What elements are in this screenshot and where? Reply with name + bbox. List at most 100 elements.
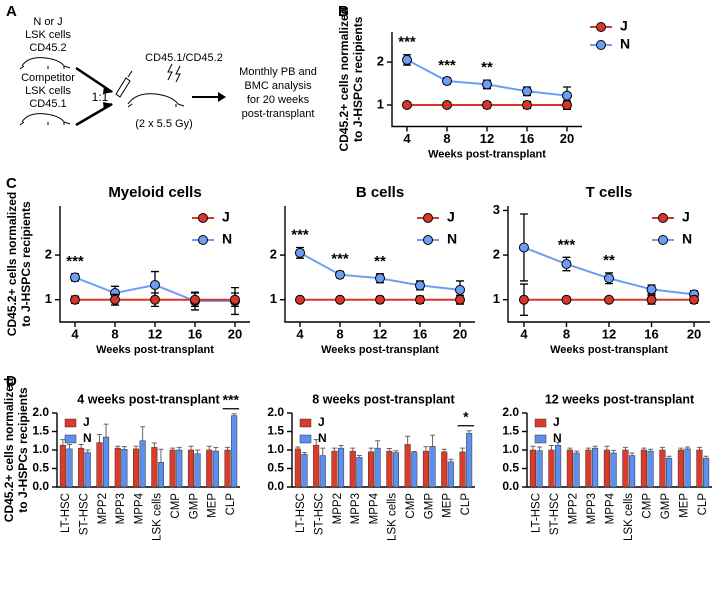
chart: 0.0 0.5 1.0 1.5 2.0 4 weeks post-transplant CD… xyxy=(2,378,240,541)
bar xyxy=(429,446,436,488)
bar xyxy=(411,452,418,488)
analysis-text: Monthly PB and xyxy=(239,66,317,78)
x-tick-label: MPP2 xyxy=(332,493,344,524)
point xyxy=(415,280,425,291)
legend-marker xyxy=(423,213,433,223)
bar xyxy=(441,451,448,488)
error-bar xyxy=(231,413,237,416)
bar xyxy=(422,450,429,488)
error-bar xyxy=(555,441,561,446)
error-bar xyxy=(170,447,176,450)
x-tick-label: LT-HSC xyxy=(295,493,307,533)
point xyxy=(150,294,160,305)
chart-title: 4 weeks post-transplant xyxy=(77,392,220,406)
point xyxy=(70,272,80,283)
arrowhead xyxy=(103,86,113,110)
error-bar xyxy=(301,452,307,455)
x-tick-label: MPP3 xyxy=(350,493,362,524)
point xyxy=(415,294,425,305)
x-tick-label: ST-HSC xyxy=(313,493,325,535)
chart-title: Myeloid cells xyxy=(108,184,201,201)
legend-marker xyxy=(198,235,208,245)
y-tick-label: 0.0 xyxy=(267,479,284,493)
y-tick-label: 0.0 xyxy=(502,479,519,493)
y-axis-label: to J-HSPCs recipients xyxy=(351,16,365,142)
bar xyxy=(356,457,363,488)
y-tick-label: 1.5 xyxy=(267,424,284,438)
chart: 0.0 0.5 1.0 1.5 2.0 12 weeks post-transplant L… xyxy=(502,392,712,541)
error-bar xyxy=(703,455,709,459)
x-tick-label: MEP xyxy=(207,493,219,518)
donor-text: LSK cells xyxy=(25,29,71,41)
axis-line xyxy=(284,206,475,323)
point xyxy=(482,79,492,90)
error-bar xyxy=(320,447,326,456)
annotation: *** xyxy=(438,57,456,74)
donor-text: CD45.2 xyxy=(29,42,66,54)
mouse-icon xyxy=(19,57,71,70)
point xyxy=(561,259,572,269)
y-tick-label: 1 xyxy=(377,96,384,111)
point xyxy=(230,294,240,305)
error-bar xyxy=(574,450,580,453)
x-tick-label: 20 xyxy=(560,131,574,146)
legend-marker xyxy=(596,22,606,32)
x-tick-label: 4 xyxy=(520,326,528,341)
panel-labels: A B C D xyxy=(6,3,349,390)
error-bar xyxy=(648,448,654,452)
error-bar xyxy=(78,443,84,449)
y-tick-label: 1 xyxy=(45,291,52,306)
x-tick-label: CMP xyxy=(641,493,653,519)
y-tick-label: 1.0 xyxy=(502,442,519,456)
error-bar xyxy=(133,445,139,449)
chart-title: 12 weeks post-transplant xyxy=(545,392,695,406)
error-bar xyxy=(386,448,392,452)
bar xyxy=(301,454,308,488)
bar xyxy=(294,448,301,488)
bar xyxy=(592,447,599,488)
bar xyxy=(529,449,537,488)
x-tick-label: 20 xyxy=(687,326,701,341)
bar xyxy=(206,449,213,488)
x-tick-label: 16 xyxy=(520,131,534,146)
axis-line xyxy=(59,206,250,323)
annotation: ** xyxy=(481,59,493,76)
chart-title: 8 weeks post-transplant xyxy=(312,392,455,406)
x-tick-label: LSK cells xyxy=(623,493,635,541)
bar xyxy=(666,457,673,488)
error-bar xyxy=(338,445,344,449)
bar xyxy=(466,433,473,488)
x-tick-label: CLP xyxy=(460,493,472,516)
point xyxy=(295,247,305,258)
annotation: *** xyxy=(66,253,84,270)
bar xyxy=(84,452,91,488)
x-tick-label: MPP4 xyxy=(133,492,145,524)
point xyxy=(70,294,80,305)
error-bar xyxy=(368,447,374,452)
error-bar xyxy=(592,445,598,449)
bar xyxy=(331,450,338,488)
x-tick-label: 16 xyxy=(413,326,427,341)
error-bar xyxy=(423,446,429,452)
x-tick-label: GMP xyxy=(423,493,435,520)
bar xyxy=(103,436,110,488)
bar xyxy=(66,448,73,488)
error-bar xyxy=(666,455,672,459)
legend-label: N xyxy=(620,36,630,52)
bar xyxy=(313,444,320,488)
point xyxy=(295,294,305,305)
error-bar xyxy=(121,446,127,450)
syringe-icon xyxy=(115,70,133,98)
x-tick-label: 8 xyxy=(111,326,118,341)
error-bar xyxy=(188,445,194,450)
x-tick-label: MPP2 xyxy=(97,493,109,524)
error-bar xyxy=(585,447,591,450)
x-tick-label: 4 xyxy=(71,326,79,341)
error-bar xyxy=(567,447,573,450)
bar xyxy=(151,447,158,488)
y-axis-label: CD45.2+ cells normalized xyxy=(2,378,16,522)
legend-marker xyxy=(658,213,668,223)
legend-marker xyxy=(198,213,208,223)
